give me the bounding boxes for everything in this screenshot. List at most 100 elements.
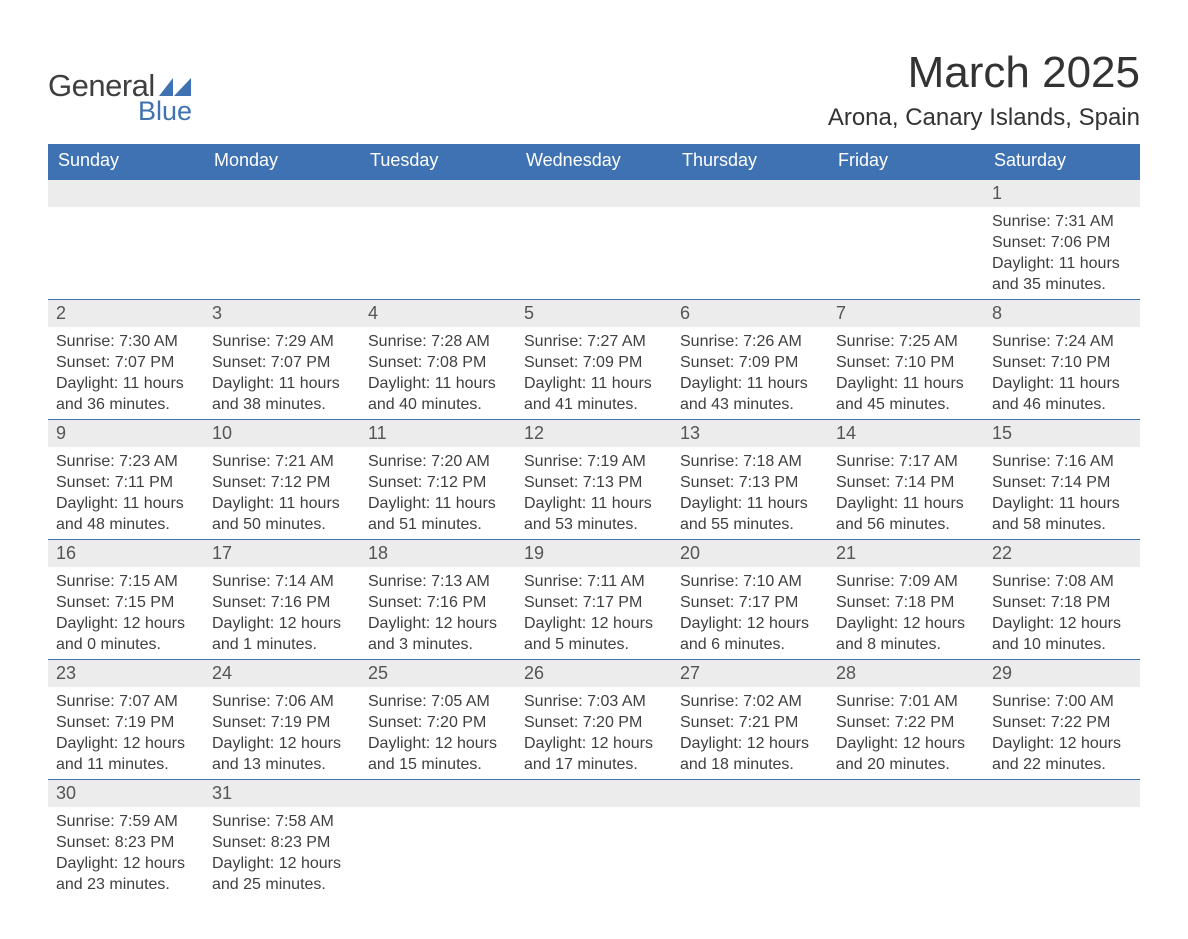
day-body-cell xyxy=(672,807,828,899)
day-number-cell: 16 xyxy=(48,540,204,568)
day-body-cell: Sunrise: 7:14 AMSunset: 7:16 PMDaylight:… xyxy=(204,567,360,660)
day-body-cell xyxy=(360,207,516,300)
sunset-line: Sunset: 7:11 PM xyxy=(56,472,196,493)
sunset-line: Sunset: 7:20 PM xyxy=(524,712,664,733)
sunrise-line: Sunrise: 7:13 AM xyxy=(368,571,508,592)
day-body-cell: Sunrise: 7:26 AMSunset: 7:09 PMDaylight:… xyxy=(672,327,828,420)
day-body-cell: Sunrise: 7:58 AMSunset: 8:23 PMDaylight:… xyxy=(204,807,360,899)
day-number-cell: 23 xyxy=(48,660,204,688)
sunrise-line: Sunrise: 7:14 AM xyxy=(212,571,352,592)
day-number-row: 9101112131415 xyxy=(48,420,1140,448)
day-number-cell: 19 xyxy=(516,540,672,568)
day-body-cell: Sunrise: 7:01 AMSunset: 7:22 PMDaylight:… xyxy=(828,687,984,780)
sunrise-line: Sunrise: 7:09 AM xyxy=(836,571,976,592)
day-body-cell: Sunrise: 7:28 AMSunset: 7:08 PMDaylight:… xyxy=(360,327,516,420)
day-number-cell: 14 xyxy=(828,420,984,448)
day-body-cell: Sunrise: 7:25 AMSunset: 7:10 PMDaylight:… xyxy=(828,327,984,420)
day-body-cell: Sunrise: 7:16 AMSunset: 7:14 PMDaylight:… xyxy=(984,447,1140,540)
daylight-line: Daylight: 11 hours and 36 minutes. xyxy=(56,373,196,415)
day-number-cell xyxy=(828,180,984,208)
day-body-cell: Sunrise: 7:05 AMSunset: 7:20 PMDaylight:… xyxy=(360,687,516,780)
day-number-cell xyxy=(516,780,672,808)
sunrise-line: Sunrise: 7:23 AM xyxy=(56,451,196,472)
day-body-cell: Sunrise: 7:07 AMSunset: 7:19 PMDaylight:… xyxy=(48,687,204,780)
sunrise-line: Sunrise: 7:31 AM xyxy=(992,211,1132,232)
day-body-cell: Sunrise: 7:02 AMSunset: 7:21 PMDaylight:… xyxy=(672,687,828,780)
sunset-line: Sunset: 7:13 PM xyxy=(524,472,664,493)
day-body-cell: Sunrise: 7:09 AMSunset: 7:18 PMDaylight:… xyxy=(828,567,984,660)
sunset-line: Sunset: 8:23 PM xyxy=(56,832,196,853)
day-body-cell: Sunrise: 7:13 AMSunset: 7:16 PMDaylight:… xyxy=(360,567,516,660)
weekday-header-row: Sunday Monday Tuesday Wednesday Thursday… xyxy=(48,144,1140,180)
sunset-line: Sunset: 7:18 PM xyxy=(992,592,1132,613)
day-body-cell xyxy=(48,207,204,300)
sunset-line: Sunset: 7:13 PM xyxy=(680,472,820,493)
sunset-line: Sunset: 7:09 PM xyxy=(524,352,664,373)
sunset-line: Sunset: 7:12 PM xyxy=(212,472,352,493)
day-number-cell: 5 xyxy=(516,300,672,328)
daylight-line: Daylight: 11 hours and 46 minutes. xyxy=(992,373,1132,415)
day-number-cell: 28 xyxy=(828,660,984,688)
day-body-cell: Sunrise: 7:08 AMSunset: 7:18 PMDaylight:… xyxy=(984,567,1140,660)
location: Arona, Canary Islands, Spain xyxy=(828,104,1140,132)
sunrise-line: Sunrise: 7:00 AM xyxy=(992,691,1132,712)
day-body-cell: Sunrise: 7:18 AMSunset: 7:13 PMDaylight:… xyxy=(672,447,828,540)
sunset-line: Sunset: 7:17 PM xyxy=(524,592,664,613)
day-body-cell xyxy=(204,207,360,300)
daylight-line: Daylight: 12 hours and 23 minutes. xyxy=(56,853,196,895)
day-body-cell xyxy=(516,207,672,300)
sunrise-line: Sunrise: 7:24 AM xyxy=(992,331,1132,352)
weekday-header: Thursday xyxy=(672,144,828,180)
daylight-line: Daylight: 12 hours and 18 minutes. xyxy=(680,733,820,775)
daylight-line: Daylight: 12 hours and 3 minutes. xyxy=(368,613,508,655)
sunrise-line: Sunrise: 7:16 AM xyxy=(992,451,1132,472)
day-number-cell: 1 xyxy=(984,180,1140,208)
brand-word-2: Blue xyxy=(48,96,192,127)
sunrise-line: Sunrise: 7:15 AM xyxy=(56,571,196,592)
sunrise-line: Sunrise: 7:26 AM xyxy=(680,331,820,352)
daylight-line: Daylight: 11 hours and 35 minutes. xyxy=(992,253,1132,295)
sunset-line: Sunset: 7:18 PM xyxy=(836,592,976,613)
weekday-header: Sunday xyxy=(48,144,204,180)
sunrise-line: Sunrise: 7:19 AM xyxy=(524,451,664,472)
sunset-line: Sunset: 7:10 PM xyxy=(992,352,1132,373)
daylight-line: Daylight: 11 hours and 48 minutes. xyxy=(56,493,196,535)
day-number-row: 16171819202122 xyxy=(48,540,1140,568)
day-number-row: 3031 xyxy=(48,780,1140,808)
daylight-line: Daylight: 12 hours and 17 minutes. xyxy=(524,733,664,775)
day-body-cell xyxy=(672,207,828,300)
daylight-line: Daylight: 12 hours and 15 minutes. xyxy=(368,733,508,775)
day-number-cell: 6 xyxy=(672,300,828,328)
daylight-line: Daylight: 11 hours and 51 minutes. xyxy=(368,493,508,535)
day-number-cell: 31 xyxy=(204,780,360,808)
day-number-cell: 9 xyxy=(48,420,204,448)
sunset-line: Sunset: 7:16 PM xyxy=(368,592,508,613)
day-body-cell xyxy=(516,807,672,899)
daylight-line: Daylight: 11 hours and 58 minutes. xyxy=(992,493,1132,535)
day-number-cell: 7 xyxy=(828,300,984,328)
day-body-cell: Sunrise: 7:06 AMSunset: 7:19 PMDaylight:… xyxy=(204,687,360,780)
daylight-line: Daylight: 11 hours and 43 minutes. xyxy=(680,373,820,415)
daylight-line: Daylight: 11 hours and 40 minutes. xyxy=(368,373,508,415)
weekday-header: Monday xyxy=(204,144,360,180)
day-body-row: Sunrise: 7:23 AMSunset: 7:11 PMDaylight:… xyxy=(48,447,1140,540)
day-number-cell: 4 xyxy=(360,300,516,328)
sunrise-line: Sunrise: 7:18 AM xyxy=(680,451,820,472)
sunset-line: Sunset: 8:23 PM xyxy=(212,832,352,853)
day-number-cell xyxy=(672,180,828,208)
daylight-line: Daylight: 11 hours and 50 minutes. xyxy=(212,493,352,535)
sunset-line: Sunset: 7:20 PM xyxy=(368,712,508,733)
day-number-row: 2345678 xyxy=(48,300,1140,328)
day-number-cell: 24 xyxy=(204,660,360,688)
day-body-cell: Sunrise: 7:31 AMSunset: 7:06 PMDaylight:… xyxy=(984,207,1140,300)
day-number-cell: 12 xyxy=(516,420,672,448)
sunset-line: Sunset: 7:22 PM xyxy=(992,712,1132,733)
day-number-cell: 30 xyxy=(48,780,204,808)
day-number-cell xyxy=(984,780,1140,808)
day-number-cell xyxy=(48,180,204,208)
day-body-cell xyxy=(984,807,1140,899)
day-body-cell: Sunrise: 7:24 AMSunset: 7:10 PMDaylight:… xyxy=(984,327,1140,420)
sunset-line: Sunset: 7:15 PM xyxy=(56,592,196,613)
daylight-line: Daylight: 11 hours and 41 minutes. xyxy=(524,373,664,415)
sunrise-line: Sunrise: 7:11 AM xyxy=(524,571,664,592)
